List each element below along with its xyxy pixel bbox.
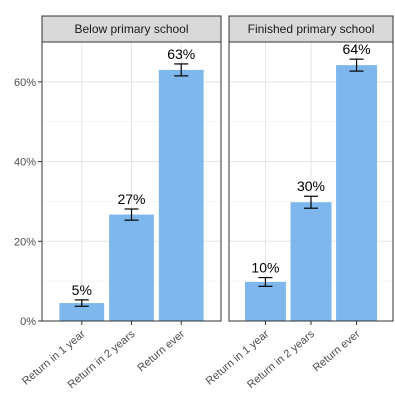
facet-strip <box>228 15 394 43</box>
y-tick-label: 40% <box>14 157 36 169</box>
y-axis: 0% 20% 40% 60% <box>14 77 42 328</box>
data-label: 63% <box>167 46 195 62</box>
facet-strip <box>41 15 222 43</box>
data-label: 27% <box>117 191 145 207</box>
bar <box>158 69 204 322</box>
bar <box>290 202 332 321</box>
bar <box>109 214 154 321</box>
bar <box>59 303 105 321</box>
data-label: 30% <box>297 178 325 194</box>
facet-strip-label: Finished primary school <box>248 22 375 36</box>
bar <box>244 281 286 321</box>
y-tick-label: 60% <box>14 77 36 89</box>
data-label: 5% <box>72 282 92 298</box>
facet-strip-label: Below primary school <box>74 22 188 36</box>
x-tick-label: Return ever <box>311 328 363 374</box>
x-tick-label: Return ever <box>135 328 187 374</box>
y-tick-label: 20% <box>14 236 36 248</box>
data-label: 64% <box>343 41 371 57</box>
panel-border <box>228 41 394 322</box>
data-label: 10% <box>251 260 279 276</box>
panel-border <box>41 41 222 322</box>
bar <box>336 65 378 321</box>
y-tick-label: 0% <box>20 316 36 328</box>
